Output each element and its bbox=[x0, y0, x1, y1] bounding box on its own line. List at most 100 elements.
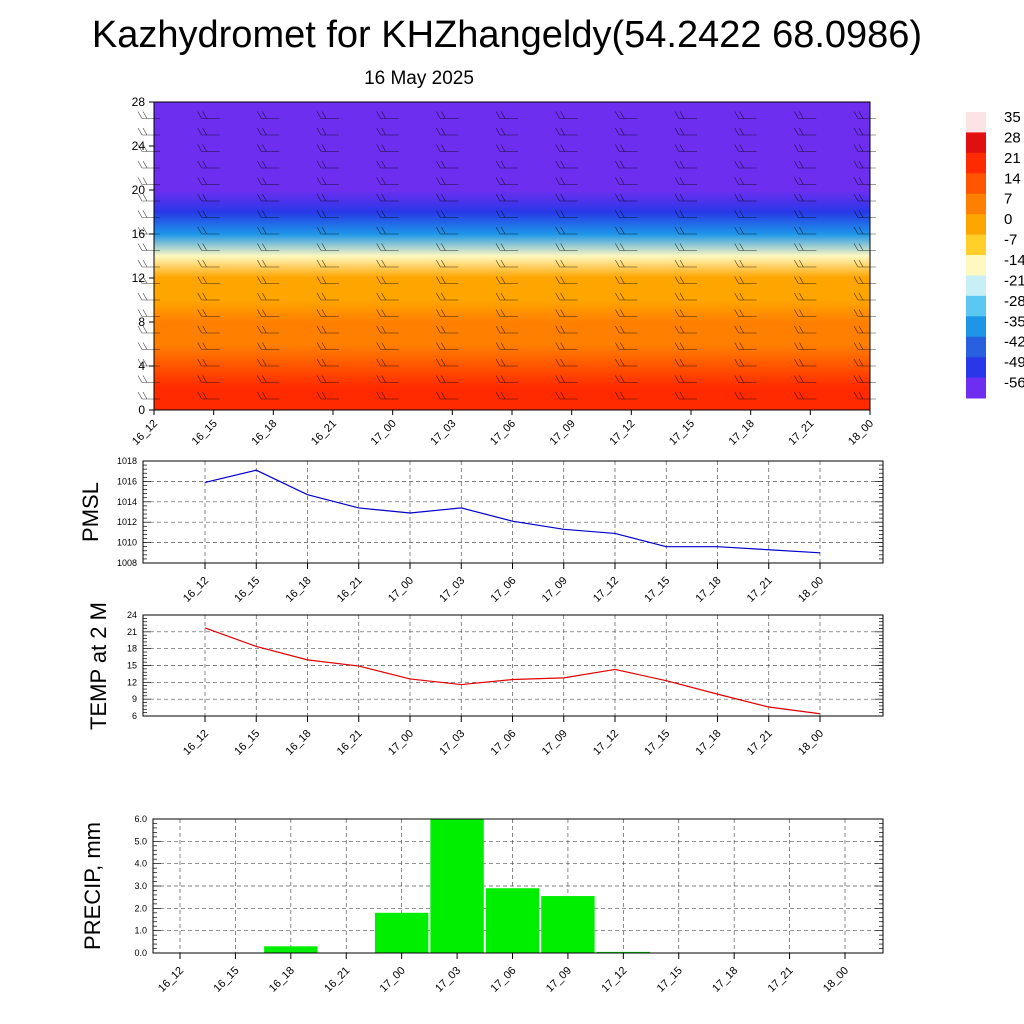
colorbar-label: -7 bbox=[1004, 232, 1017, 249]
wind-barb bbox=[555, 160, 578, 169]
colorbar-label: -14 bbox=[1004, 252, 1024, 269]
x-tick-label: 17_09 bbox=[540, 575, 570, 605]
wind-barb bbox=[674, 375, 697, 383]
wind-barb bbox=[734, 375, 757, 383]
wind-barb bbox=[197, 127, 220, 136]
y-tick-label: 1.0 bbox=[134, 926, 147, 936]
wind-barb bbox=[555, 243, 578, 251]
pmsl-y-label: PMSL bbox=[78, 482, 103, 542]
wind-barb bbox=[197, 160, 220, 169]
x-tick-label: 17_21 bbox=[766, 965, 796, 995]
precip-bar bbox=[541, 896, 595, 953]
y-tick-label: 16 bbox=[132, 227, 146, 241]
y-tick-label: 12 bbox=[132, 271, 146, 285]
wind-barb bbox=[257, 144, 280, 152]
wind-barb bbox=[436, 111, 459, 119]
cross-section-y-ticks: 0 4 8 12 16 20 24 28 bbox=[132, 95, 154, 417]
wind-barb bbox=[376, 358, 399, 367]
wind-barb bbox=[495, 358, 518, 367]
wind-barb bbox=[674, 160, 697, 169]
wind-barb bbox=[615, 243, 638, 251]
wind-barb bbox=[197, 292, 220, 301]
wind-barb bbox=[257, 259, 280, 268]
wind-barb bbox=[734, 193, 757, 202]
x-tick-label: 16_21 bbox=[335, 728, 365, 758]
wind-barb bbox=[316, 144, 339, 152]
temp-grid bbox=[143, 614, 883, 717]
wind-barb bbox=[555, 391, 578, 400]
colorbar-swatch bbox=[966, 255, 986, 276]
wind-barb bbox=[555, 342, 578, 350]
wind-barb bbox=[137, 309, 160, 317]
wind-barb bbox=[555, 276, 578, 284]
wind-barb bbox=[376, 391, 399, 400]
x-tick-label: 17_03 bbox=[437, 575, 467, 605]
wind-barb bbox=[615, 375, 638, 383]
wind-barb bbox=[436, 127, 459, 136]
wind-barb bbox=[794, 160, 817, 169]
wind-barb bbox=[555, 210, 578, 218]
y-tick-label: 9 bbox=[132, 694, 137, 704]
wind-barb bbox=[495, 177, 518, 185]
wind-barb bbox=[257, 111, 280, 119]
wind-barb bbox=[853, 127, 876, 136]
wind-barb bbox=[495, 325, 518, 334]
wind-barb bbox=[197, 243, 220, 251]
wind-barb bbox=[495, 160, 518, 169]
wind-barb bbox=[674, 243, 697, 251]
wind-barb bbox=[555, 111, 578, 119]
colorbar-label: 35 bbox=[1004, 109, 1021, 126]
x-tick-label: 17_09 bbox=[540, 728, 570, 758]
wind-barb bbox=[197, 111, 220, 119]
chart-title: Kazhydromet for KHZhangeldy(54.2422 68.0… bbox=[92, 14, 922, 56]
wind-barb bbox=[257, 210, 280, 218]
x-tick-label: 16_12 bbox=[130, 418, 160, 448]
chart-date: 16 May 2025 bbox=[364, 68, 474, 89]
colorbar: 35 28 21 14 7 0 -7 -14 -21 -28 -35 -42 -49 -56 bbox=[966, 109, 1024, 399]
wind-barb bbox=[137, 127, 160, 136]
colorbar-swatch bbox=[966, 377, 986, 399]
wind-barb bbox=[674, 111, 697, 119]
x-tick-label: 17_03 bbox=[433, 965, 463, 995]
wind-barb bbox=[257, 243, 280, 251]
wind-barb bbox=[436, 292, 459, 301]
y-tick-label: 1012 bbox=[117, 517, 137, 527]
wind-barb bbox=[674, 325, 697, 334]
wind-barb bbox=[376, 177, 399, 185]
wind-barb bbox=[734, 276, 757, 284]
x-tick-label: 17_15 bbox=[667, 418, 697, 448]
wind-barb bbox=[495, 391, 518, 400]
wind-barb bbox=[734, 342, 757, 350]
cross-section-field bbox=[154, 102, 870, 410]
wind-barb bbox=[495, 193, 518, 202]
wind-barb bbox=[197, 226, 220, 235]
wind-barb bbox=[257, 160, 280, 169]
wind-barb bbox=[137, 210, 160, 218]
x-tick-label: 16_21 bbox=[335, 575, 365, 605]
x-tick-label: 17_12 bbox=[591, 728, 621, 758]
wind-barb bbox=[674, 292, 697, 301]
pmsl-line bbox=[204, 469, 821, 554]
y-tick-label: 5.0 bbox=[134, 836, 147, 846]
colorbar-swatch bbox=[966, 295, 986, 317]
wind-barb bbox=[257, 358, 280, 367]
wind-barb bbox=[376, 292, 399, 301]
precip-bar bbox=[264, 946, 318, 953]
wind-barb bbox=[734, 210, 757, 218]
wind-barb bbox=[853, 375, 876, 383]
colorbar-label: 0 bbox=[1004, 211, 1012, 228]
wind-barb bbox=[137, 391, 160, 400]
wind-barb bbox=[674, 177, 697, 185]
wind-barb bbox=[615, 342, 638, 350]
wind-barb bbox=[555, 325, 578, 334]
x-tick-label: 16_18 bbox=[284, 728, 314, 758]
colorbar-label: -28 bbox=[1004, 293, 1024, 310]
wind-barb bbox=[316, 111, 339, 119]
x-tick-label: 17_21 bbox=[745, 728, 775, 758]
wind-barb bbox=[436, 226, 459, 235]
temp-line bbox=[204, 627, 821, 715]
wind-barb bbox=[316, 193, 339, 202]
wind-barb bbox=[257, 325, 280, 334]
wind-barb bbox=[316, 325, 339, 334]
